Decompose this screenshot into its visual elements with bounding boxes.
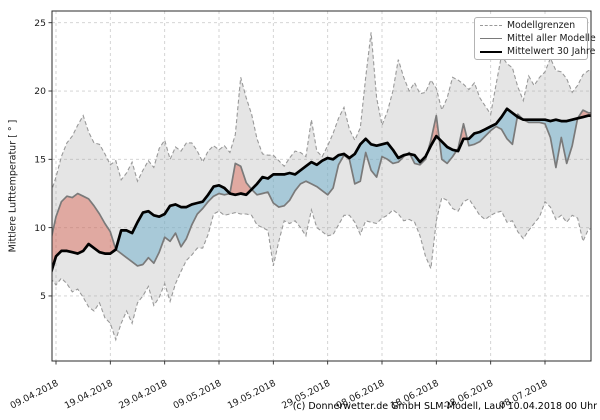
svg-text:09.04.2018: 09.04.2018 — [8, 378, 60, 412]
copyright-caption: (c) Donnerwetter.de GmbH SLM-Modell, Lau… — [292, 401, 597, 412]
svg-text:29.04.2018: 29.04.2018 — [117, 378, 169, 412]
gray-line-icon — [480, 38, 502, 39]
svg-text:5: 5 — [40, 291, 46, 302]
legend-label: Mittelwert 30 Jahre — [507, 46, 596, 57]
svg-text:19.04.2018: 19.04.2018 — [63, 378, 115, 412]
svg-text:19.05.2018: 19.05.2018 — [226, 378, 278, 412]
svg-text:09.05.2018: 09.05.2018 — [171, 378, 223, 412]
dashed-line-icon — [480, 25, 502, 26]
legend-label: Mittel aller Modelle — [507, 33, 596, 44]
legend-item-mittelwert-30-jahre: Mittelwert 30 Jahre — [475, 46, 595, 58]
svg-text:15: 15 — [34, 155, 46, 166]
svg-text:10: 10 — [34, 223, 46, 234]
black-line-icon — [480, 50, 502, 53]
svg-text:20: 20 — [34, 86, 46, 97]
legend-item-modellgrenzen: Modellgrenzen — [475, 20, 587, 32]
y-axis-label: Mittlere Lufttemperatur [ ° ] — [7, 119, 19, 253]
legend: Modellgrenzen Mittel aller Modelle Mitte… — [474, 17, 596, 60]
legend-item-mittel-aller-modelle: Mittel aller Modelle — [475, 33, 596, 45]
legend-label: Modellgrenzen — [507, 20, 576, 31]
svg-text:25: 25 — [34, 18, 46, 29]
